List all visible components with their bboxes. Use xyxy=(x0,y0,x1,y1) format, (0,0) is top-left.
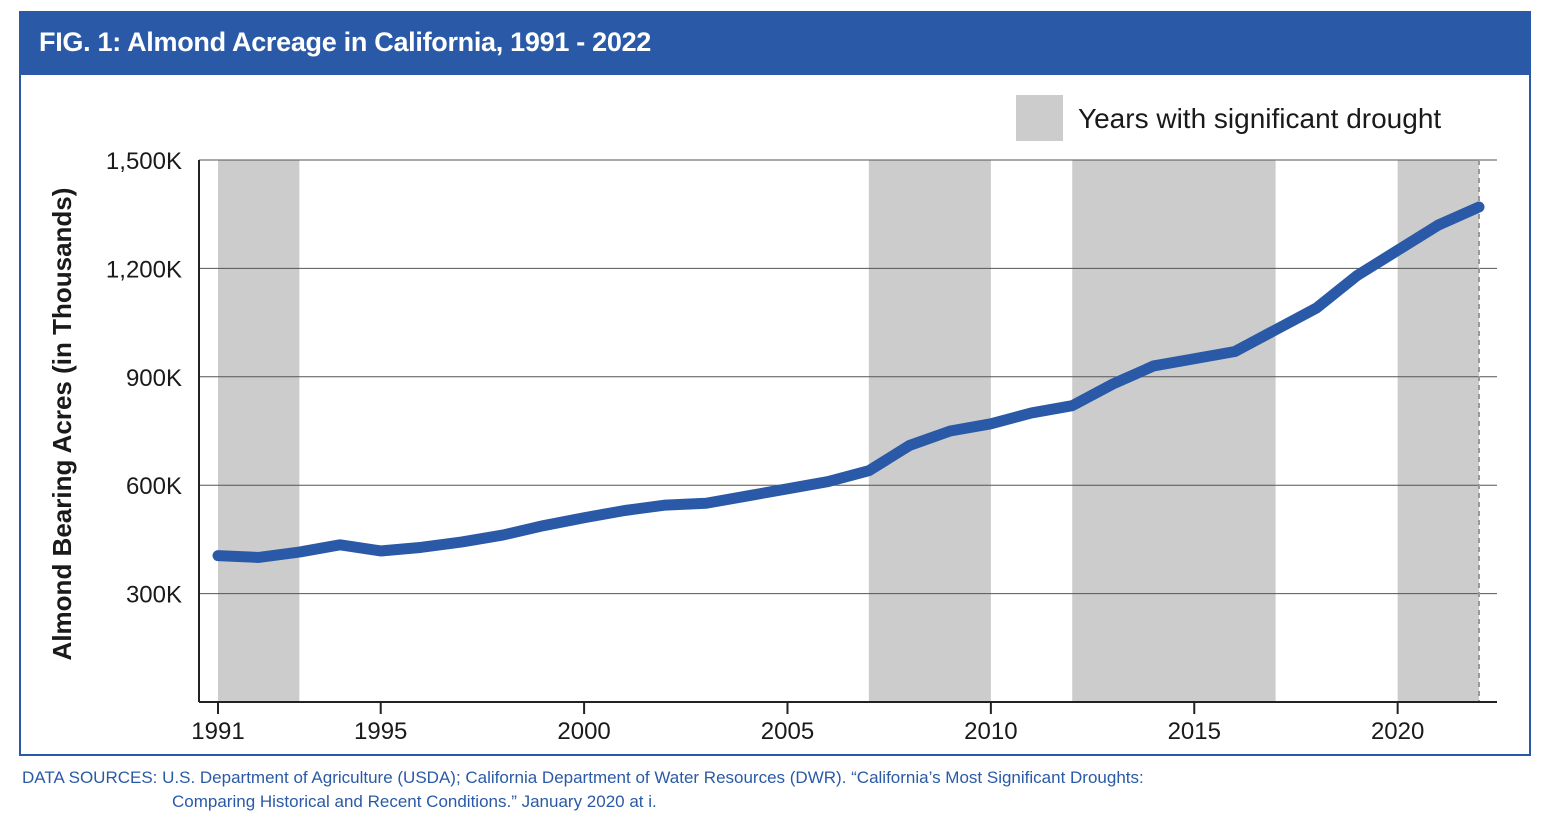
x-tick-label-2010: 2010 xyxy=(964,718,1017,745)
data-point-1995 xyxy=(378,548,383,553)
source-line-2: Comparing Historical and Recent Conditio… xyxy=(172,792,657,811)
x-tick-label-1991: 1991 xyxy=(191,718,244,745)
data-point-2003 xyxy=(704,501,709,506)
line-chart: 300K 600K 900K 1,200K 1,500K 1991 1995 2000 2005… xyxy=(47,95,1497,745)
y-tick-label-900: 900K xyxy=(126,365,182,392)
data-point-1993 xyxy=(297,550,302,555)
drought-band-4 xyxy=(1397,160,1479,702)
series-line-1 xyxy=(212,201,1485,563)
y-tick-label-600: 600K xyxy=(126,473,182,500)
data-point-2018 xyxy=(1314,306,1319,311)
data-point-1998 xyxy=(500,533,505,538)
source-line-1: DATA SOURCES: U.S. Department of Agricul… xyxy=(22,768,1144,787)
chart-title: FIG. 1: Almond Acreage in California, 19… xyxy=(39,27,651,57)
data-point-2012 xyxy=(1070,403,1075,408)
data-point-1992 xyxy=(256,555,261,560)
data-point-2004 xyxy=(744,494,749,499)
axes xyxy=(198,160,1497,714)
data-point-1999 xyxy=(541,523,546,528)
series xyxy=(212,201,1485,563)
data-sources-note: DATA SOURCES: U.S. Department of Agricul… xyxy=(22,766,1144,814)
data-point-1997 xyxy=(460,539,465,544)
data-point-2000 xyxy=(582,515,587,520)
data-point-2010 xyxy=(988,421,993,426)
x-tick-label-2000: 2000 xyxy=(557,718,610,745)
data-point-2006 xyxy=(826,479,831,484)
tick-labels: 300K 600K 900K 1,200K 1,500K 1991 1995 2000 2005… xyxy=(106,148,1424,745)
data-point-1996 xyxy=(419,545,424,550)
data-point-2015 xyxy=(1192,356,1197,361)
data-point-2009 xyxy=(948,429,953,433)
data-point-1994 xyxy=(338,542,343,547)
data-point-2020 xyxy=(1395,248,1400,253)
data-point-2002 xyxy=(663,503,668,508)
data-point-2017 xyxy=(1273,327,1278,332)
data-point-2007 xyxy=(866,468,871,473)
data-point-2001 xyxy=(622,508,627,513)
gridlines xyxy=(199,159,1497,702)
drought-band-3 xyxy=(1072,160,1276,702)
data-point-2019 xyxy=(1354,273,1359,278)
data-point-2021 xyxy=(1436,223,1441,228)
data-point-1991 xyxy=(216,553,220,558)
data-point-2016 xyxy=(1232,349,1237,354)
figure-header: FIG. 1: Almond Acreage in California, 19… xyxy=(21,13,1529,75)
x-tick-label-1995: 1995 xyxy=(354,718,407,745)
legend: Years with significant drought xyxy=(1016,95,1441,141)
x-tick-label-2005: 2005 xyxy=(761,718,814,745)
data-point-2011 xyxy=(1029,410,1034,415)
data-point-2022 xyxy=(1477,204,1481,209)
data-point-2013 xyxy=(1110,382,1115,387)
x-tick-label-2015: 2015 xyxy=(1168,718,1221,745)
drought-bands xyxy=(218,160,1479,702)
y-tick-label-1200: 1,200K xyxy=(106,256,182,283)
data-point-2005 xyxy=(785,486,790,491)
data-point-2014 xyxy=(1151,363,1156,368)
legend-label: Years with significant drought xyxy=(1078,103,1441,134)
y-axis-label: Almond Bearing Acres (in Thousands) xyxy=(47,188,77,661)
legend-swatch xyxy=(1016,95,1063,141)
drought-band-1 xyxy=(218,160,300,702)
y-tick-label-300: 300K xyxy=(126,582,182,609)
y-tick-label-1500: 1,500K xyxy=(106,148,182,175)
data-point-2008 xyxy=(907,443,912,448)
x-tick-label-2020: 2020 xyxy=(1371,718,1424,745)
